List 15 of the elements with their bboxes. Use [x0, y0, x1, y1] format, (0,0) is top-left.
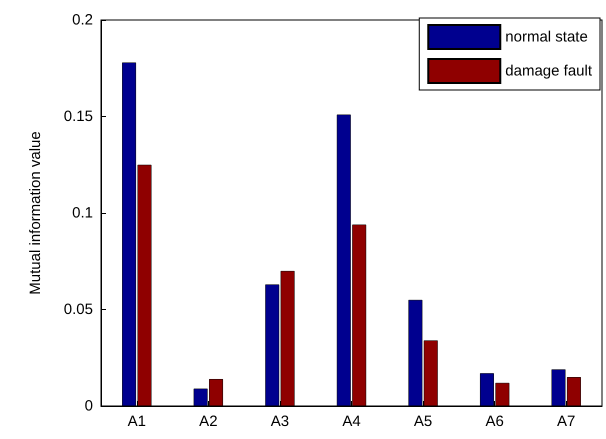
- x-tick-label: A6: [485, 413, 504, 430]
- x-tick-label: A2: [199, 413, 218, 430]
- y-tick-label: 0: [84, 398, 93, 414]
- x-tick-label: A3: [270, 413, 290, 430]
- y-axis-title: Mutual information value: [27, 131, 44, 295]
- x-tick-label: A7: [557, 413, 576, 430]
- y-tick-label: 0.15: [64, 108, 93, 125]
- legend-label: damage fault: [505, 62, 593, 80]
- y-tick-label: 0.05: [64, 301, 93, 318]
- x-tick-label: A1: [128, 413, 146, 430]
- x-tick-label: A5: [414, 413, 432, 430]
- y-tick-label: 0.1: [72, 204, 93, 222]
- x-tick-label: A4: [342, 413, 361, 430]
- legend-label: normal state: [505, 28, 588, 46]
- y-tick-label: 0.2: [72, 12, 93, 28]
